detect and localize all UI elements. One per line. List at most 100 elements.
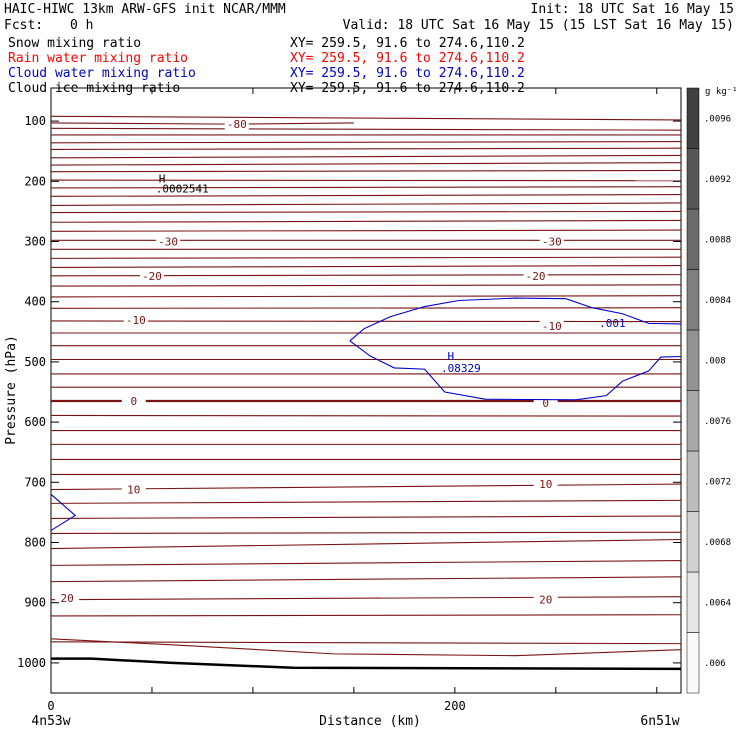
temperature-contour <box>51 576 681 583</box>
temperature-contour <box>51 147 681 150</box>
cloud-water-contour <box>349 340 681 401</box>
temperature-contour <box>51 560 681 566</box>
x-tick-label: 200 <box>444 699 466 713</box>
colorbar-label: .0072 <box>704 477 731 487</box>
temperature-label: -80 <box>227 118 247 131</box>
y-tick-label: 500 <box>24 355 46 369</box>
colorbar-label: .0076 <box>704 417 731 427</box>
colorbar-label: .0084 <box>704 296 731 306</box>
temperature-contour <box>51 265 681 268</box>
field-name: Cloud water mixing ratio <box>8 66 196 81</box>
colorbar-unit: g kg⁻¹ <box>705 87 738 97</box>
y-axis-title: Pressure (hPa) <box>4 335 19 445</box>
field-xy: XY= 259.5, 91.6 to 274.6,110.2 <box>290 36 525 51</box>
temperature-contour <box>51 154 681 159</box>
temperature-contour <box>51 538 681 550</box>
colorbar-label: .0096 <box>704 114 731 124</box>
temperature-label: -20 <box>526 270 546 283</box>
temperature-contour <box>51 162 681 166</box>
colorbar-swatch <box>686 269 700 331</box>
temperature-contour <box>51 179 681 182</box>
temperature-label: -10 <box>542 320 562 333</box>
contour-label-bg <box>533 593 558 606</box>
y-tick-label: 100 <box>24 114 46 128</box>
temperature-contour <box>51 229 681 232</box>
y-tick-label: 300 <box>24 235 46 249</box>
colorbar-label: .0088 <box>704 235 731 245</box>
header-title: HAIC-HIWC 13km ARW-GFS init NCAR/MMM <box>4 2 286 17</box>
temperature-contour <box>51 515 681 519</box>
colorbar-label: .006 <box>704 659 726 669</box>
temperature-label: -30 <box>542 236 562 249</box>
contour-label-bg <box>539 319 564 332</box>
colorbar: .006 .0064 .0068 .0072 .0076 .008 .0084 .0088 .0… <box>686 87 731 694</box>
temperature-contour <box>51 141 681 144</box>
contour-label-bg <box>224 118 249 131</box>
terrain-line <box>51 657 681 671</box>
temperature-contour <box>51 122 354 125</box>
temperature-contour <box>51 186 681 189</box>
y-tick-label: 800 <box>24 536 46 550</box>
y-tick-label: 900 <box>24 596 46 610</box>
temperature-contour <box>51 202 681 206</box>
cloud-water-label: .08329 <box>441 362 481 375</box>
field-xy: XY= 259.5, 91.6 to 274.6,110.2 <box>290 51 525 66</box>
temperature-label: 0 <box>542 397 549 410</box>
temperature-label: -30 <box>158 236 178 249</box>
temperature-contour <box>51 284 681 287</box>
temperature-contour <box>51 641 681 645</box>
temperature-contour <box>51 210 681 214</box>
y-tick-label: 400 <box>24 295 46 309</box>
colorbar-swatch <box>686 571 700 633</box>
field-xy: XY= 259.5, 91.6 to 274.6,110.2 <box>290 66 525 81</box>
colorbar-swatch <box>686 329 700 391</box>
temperature-contour <box>51 307 681 309</box>
temperature-contour <box>51 256 681 259</box>
x-axis-title: Distance (km) <box>319 714 421 729</box>
temperature-label: 10 <box>127 484 140 497</box>
temperature-contour <box>51 295 681 298</box>
colorbar-swatch <box>686 632 700 694</box>
x-tick-label: 0 <box>47 699 54 713</box>
y-tick-label: 200 <box>24 174 46 188</box>
colorbar-swatch <box>686 148 700 210</box>
temperature-contour <box>51 499 681 504</box>
colorbar-swatch <box>686 511 700 573</box>
temperature-contour <box>51 614 681 617</box>
cloud-ice-label: H <box>159 172 166 185</box>
field-name: Rain water mixing ratio <box>8 51 188 66</box>
temperature-contour <box>51 127 681 131</box>
temperature-contour <box>51 115 681 121</box>
contour-label-bg <box>121 395 146 408</box>
temperature-label: -10 <box>126 314 146 327</box>
header-init: Init: 18 UTC Sat 16 May 15 <box>531 2 735 17</box>
contour-label-bg <box>55 591 80 604</box>
y-tick-label: 600 <box>24 415 46 429</box>
temperature-contour <box>51 596 681 601</box>
x-end-label: 6n51w <box>640 714 679 729</box>
field-legend: Snow mixing ratio XY= 259.5, 91.6 to 274.… <box>8 36 525 96</box>
cloud-water-contour <box>51 493 77 531</box>
temperature-label: 20 <box>61 592 74 605</box>
cloud-ice-label: .0002541 <box>156 183 209 196</box>
temperature-contour <box>51 169 681 173</box>
contour-label-bg <box>523 269 548 282</box>
colorbar-swatch <box>686 87 700 149</box>
contour-label-bg <box>139 269 164 282</box>
temperature-contour <box>51 531 681 535</box>
colorbar-swatch <box>686 208 700 270</box>
temperature-label: 20 <box>539 594 552 607</box>
temperature-contour <box>51 194 681 197</box>
y-tick-label: 700 <box>24 475 46 489</box>
plot-frame <box>50 87 682 694</box>
contour-label-bg <box>123 313 148 326</box>
temperature-label: 0 <box>130 395 137 408</box>
cloud-water-contour <box>349 297 681 342</box>
colorbar-swatch <box>686 450 700 512</box>
header-valid: Valid: 18 UTC Sat 16 May 15 (15 LST Sat … <box>343 18 734 33</box>
temperature-contour <box>51 414 681 417</box>
y-tick-label: 1000 <box>17 656 46 670</box>
